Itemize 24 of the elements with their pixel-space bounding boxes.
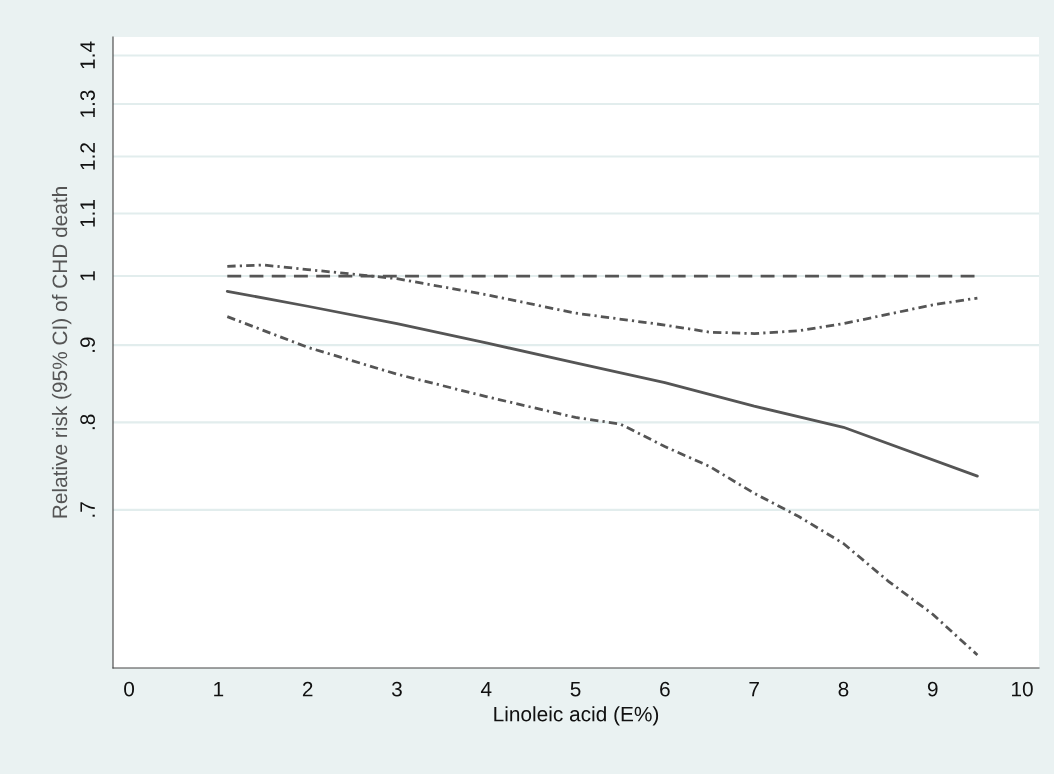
x-axis-title: Linoleic acid (E%) [494,706,659,726]
y-tick-label: 1.4 [80,41,95,69]
x-tick-label: 9 [927,681,938,697]
line-series [225,315,979,657]
x-tick-label: 10 [1012,681,1033,697]
y-tick-label: 1.1 [80,200,95,227]
x-tick-label: 4 [480,681,492,697]
x-tick-label: 5 [570,681,581,697]
y-tick-label: 1 [80,271,95,281]
x-tick-label: 0 [124,681,135,697]
y-tick-label: .9 [80,337,95,352]
x-tick-label: 7 [749,681,759,697]
line-series [225,289,979,478]
line-series [225,263,979,335]
x-tick-label: 3 [391,681,402,697]
x-tick-label: 8 [838,681,849,697]
y-tick-label: 1.2 [80,143,95,170]
x-tick-label: 1 [214,681,224,697]
y-axis-title: Relative risk (95% CI) of CHD death [51,187,72,518]
x-tick-label: 6 [660,681,670,697]
x-tick-label: 2 [302,681,313,697]
y-tick-label: 1.3 [80,90,95,117]
y-tick-label: .8 [80,414,95,430]
y-tick-label: .7 [80,502,95,517]
